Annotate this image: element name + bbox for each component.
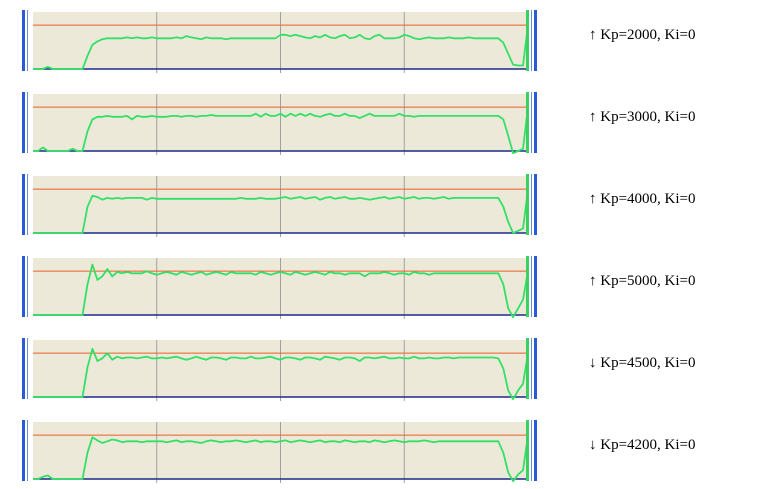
right-frame-bar [534, 338, 537, 399]
chart-4-arrow-icon: ↑ [589, 273, 597, 289]
right-frame-bar [534, 420, 537, 481]
chart-3-caption: ↑ Kp=4000, Ki=0 [589, 190, 696, 208]
chart-4-caption: ↑ Kp=5000, Ki=0 [589, 272, 696, 290]
chart-5-label: Kp=4500, Ki=0 [600, 355, 696, 371]
chart-1-caption: ↑ Kp=2000, Ki=0 [589, 26, 696, 44]
right-frame-green [526, 256, 529, 317]
chart-3 [22, 174, 537, 237]
chart-5-arrow-icon: ↓ [589, 355, 597, 371]
response-series [33, 189, 529, 234]
response-series [33, 25, 529, 70]
chart-4 [22, 256, 537, 319]
chart-5 [22, 338, 537, 401]
chart-1 [22, 10, 537, 73]
left-frame-bar [22, 174, 25, 235]
right-frame-line [531, 338, 532, 399]
right-frame-line [531, 420, 532, 481]
right-frame-green [526, 420, 529, 481]
chart-3-label: Kp=4000, Ki=0 [600, 191, 696, 207]
left-frame-bar [22, 92, 25, 153]
chart-6 [22, 420, 537, 483]
chart-2 [22, 92, 537, 155]
chart-1-label: Kp=2000, Ki=0 [600, 27, 696, 43]
chart-4-label: Kp=5000, Ki=0 [600, 273, 696, 289]
response-series [33, 107, 529, 155]
left-frame-line [27, 174, 28, 235]
response-series [33, 435, 529, 483]
left-frame-bar [22, 338, 25, 399]
right-frame-green [526, 338, 529, 399]
left-frame-bar [22, 10, 25, 71]
right-frame-line [531, 174, 532, 235]
right-frame-line [531, 92, 532, 153]
response-series [33, 263, 529, 319]
left-frame-line [27, 420, 28, 481]
left-frame-line [27, 10, 28, 71]
chart-6-arrow-icon: ↓ [589, 437, 597, 453]
left-frame-line [27, 338, 28, 399]
chart-2-caption: ↑ Kp=3000, Ki=0 [589, 108, 696, 126]
right-frame-bar [534, 10, 537, 71]
right-frame-green [526, 92, 529, 153]
right-frame-bar [534, 92, 537, 153]
right-frame-bar [534, 256, 537, 317]
chart-2-arrow-icon: ↑ [589, 109, 597, 125]
chart-5-caption: ↓ Kp=4500, Ki=0 [589, 354, 696, 372]
chart-6-caption: ↓ Kp=4200, Ki=0 [589, 436, 696, 454]
chart-2-label: Kp=3000, Ki=0 [600, 109, 696, 125]
right-frame-line [531, 10, 532, 71]
chart-3-arrow-icon: ↑ [589, 191, 597, 207]
left-frame-bar [22, 420, 25, 481]
left-frame-line [27, 256, 28, 317]
left-frame-line [27, 92, 28, 153]
right-frame-green [526, 10, 529, 71]
chart-6-label: Kp=4200, Ki=0 [600, 437, 696, 453]
right-frame-bar [534, 174, 537, 235]
right-frame-line [531, 256, 532, 317]
response-series [33, 347, 529, 401]
right-frame-green [526, 174, 529, 235]
chart-1-arrow-icon: ↑ [589, 27, 597, 43]
left-frame-bar [22, 256, 25, 317]
